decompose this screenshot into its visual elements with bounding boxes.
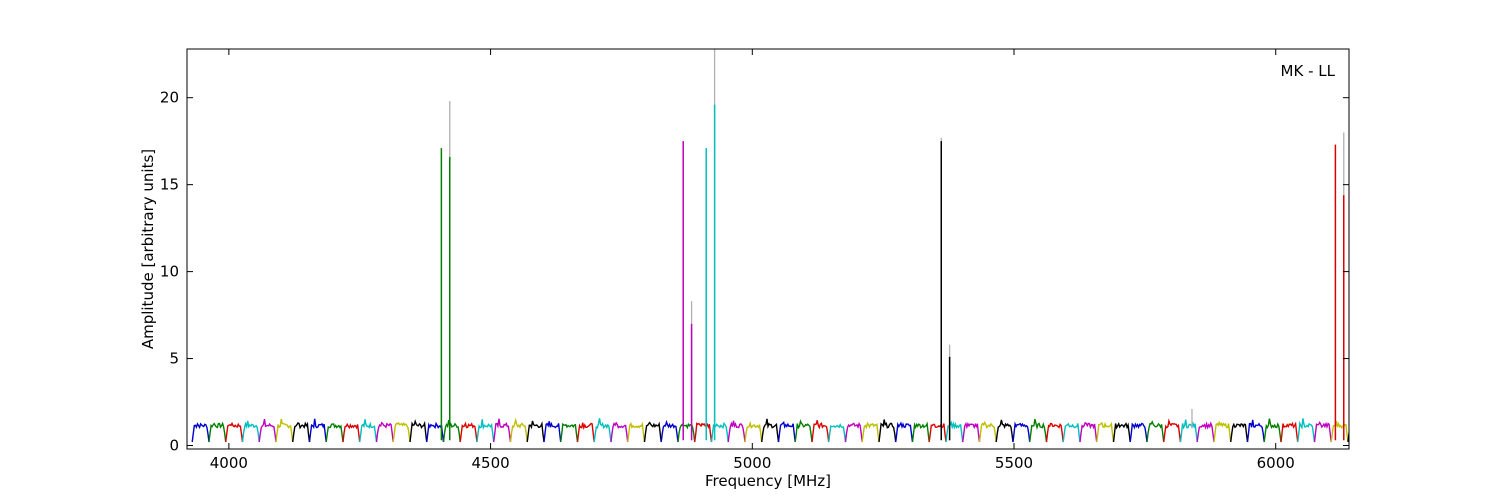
band-segment [1313, 421, 1332, 443]
band-segment [727, 420, 746, 443]
band-segment [476, 419, 495, 443]
band-segment [895, 421, 914, 443]
band-segment [1263, 418, 1282, 443]
band-segment [493, 418, 512, 443]
band-segment [777, 420, 796, 443]
band-segment [1280, 421, 1299, 443]
band-segment [1129, 422, 1148, 443]
x-tick-label: 4500 [471, 454, 509, 472]
band-segment [442, 419, 461, 443]
band-segment [560, 422, 579, 443]
band-segment [1179, 419, 1198, 443]
band-segment [995, 419, 1014, 443]
band-segment [1213, 420, 1232, 443]
axis-ticks: 4000 4500 5000 5500 6000 0 5 10 15 20 [160, 49, 1349, 472]
x-tick-label: 4000 [210, 454, 248, 472]
band-segment [945, 420, 964, 443]
band-segment [258, 418, 277, 443]
y-axis-label: Amplitude [arbitrary units] [139, 149, 157, 349]
band-segment [1146, 420, 1165, 443]
y-tick-label: 20 [160, 89, 179, 107]
band-segment [543, 421, 562, 443]
band-segment [359, 419, 378, 443]
band-segment [1096, 421, 1115, 443]
band-segment [794, 419, 813, 443]
band-segment [509, 417, 528, 443]
band-segment [878, 419, 897, 443]
band-segment [911, 421, 930, 443]
band-segment [643, 421, 662, 443]
axes-frame [186, 48, 1350, 450]
y-tick-label: 15 [160, 176, 179, 194]
band-segment [1012, 421, 1031, 443]
y-tick-label: 10 [160, 263, 179, 281]
band-segment [526, 420, 545, 443]
band-segment [844, 422, 863, 443]
band-segment [1230, 422, 1249, 443]
band-segment [308, 418, 327, 443]
x-tick-label: 5500 [995, 454, 1033, 472]
band-segment [225, 421, 244, 443]
band-segment [811, 420, 830, 443]
band-segment [962, 421, 981, 443]
band-segment [459, 421, 478, 443]
x-tick-label: 5000 [733, 454, 771, 472]
plot-area [191, 49, 1349, 443]
band-segment [1112, 421, 1131, 443]
band-segment [342, 422, 361, 443]
band-segment [191, 422, 210, 443]
band-segment [292, 421, 311, 443]
band-segment [1330, 420, 1349, 443]
band-segment [828, 422, 847, 443]
y-tick-label: 0 [169, 437, 179, 455]
band-segment [1246, 419, 1265, 443]
band-segment [1029, 418, 1048, 443]
band-segment [660, 419, 679, 443]
band-segment [1196, 421, 1215, 443]
band-segment [325, 423, 344, 443]
band-segment [1079, 421, 1098, 443]
x-axis-label: Frequency [MHz] [705, 472, 831, 490]
band-segment [375, 421, 394, 443]
band-segment [861, 421, 880, 443]
x-tick-label: 6000 [1257, 454, 1295, 472]
band-segment [392, 421, 411, 443]
band-segment [576, 422, 595, 443]
band-segment [1297, 418, 1316, 443]
band-segment [208, 421, 227, 443]
band-segment [593, 418, 612, 443]
plot-annotation: MK - LL [1281, 62, 1336, 80]
band-segment [627, 421, 646, 443]
band-segment [409, 419, 428, 443]
band-segment [744, 420, 763, 443]
band-segment [1062, 422, 1081, 443]
band-segment [694, 422, 713, 443]
band-segment [1163, 418, 1182, 443]
band-segment [1045, 422, 1064, 443]
band-segment [275, 418, 294, 443]
band-segment [761, 418, 780, 443]
band-segment [610, 421, 629, 443]
band-segment [241, 420, 260, 443]
band-segment [978, 420, 997, 443]
band-segment [928, 423, 947, 443]
y-tick-label: 5 [169, 350, 179, 368]
